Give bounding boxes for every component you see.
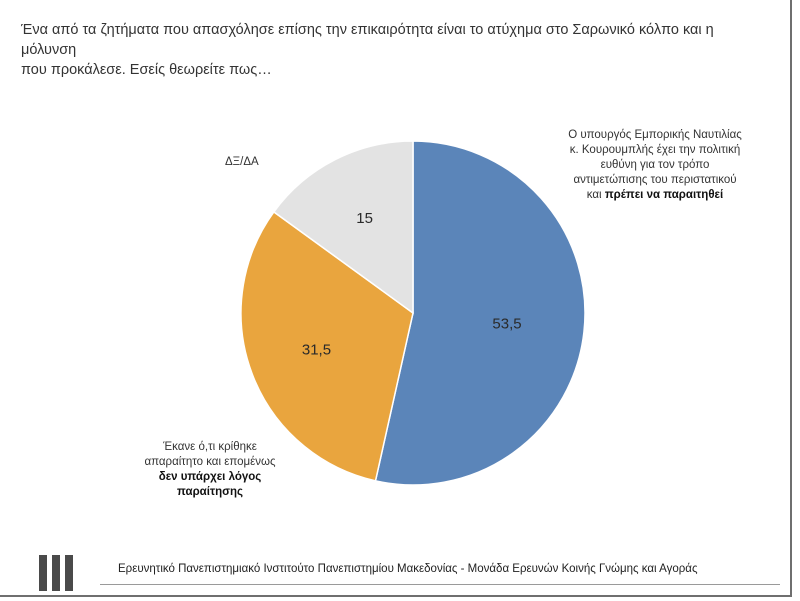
annotation-dk-na: ΔΞ/ΔΑ <box>225 156 259 168</box>
annotation-resign-line-2: κ. Κουρουμπλής έχει την πολιτική <box>569 144 741 156</box>
annotation-no-resign: Έκανε ό,τι κρίθηκε απαραίτητο και επομέν… <box>110 440 310 500</box>
annotation-no-resign-line-1: Έκανε ό,τι κρίθηκε <box>163 441 257 453</box>
pie-label-resign: 53,5 <box>492 315 521 332</box>
annotation-resign-plain: και <box>586 189 605 201</box>
pie-label-no-resign: 31,5 <box>302 341 331 358</box>
annotation-resign-line-4: αντιμετώπισης του περιστατικού <box>573 174 737 186</box>
question-text: Ένα από τα ζητήματα που απασχόλησε επίση… <box>21 20 771 80</box>
annotation-resign-line-3: ευθύνη για τον τρόπο <box>600 159 710 171</box>
pie-label-dk-na: 15 <box>356 210 373 227</box>
annotation-resign-line-1: Ο υπουργός Εμπορικής Ναυτιλίας <box>568 129 742 141</box>
annotation-no-resign-bold-1: δεν υπάρχει λόγος <box>158 471 262 483</box>
pie-slice-dk-na <box>272 140 414 315</box>
annotation-no-resign-line-3: δεν υπάρχει λόγος <box>110 470 310 485</box>
footer-divider <box>100 584 780 585</box>
annotation-resign-line-5: και πρέπει να παραιτηθεί <box>535 188 775 203</box>
annotation-resign: Ο υπουργός Εμπορικής Ναυτιλίας κ. Κουρου… <box>535 128 775 203</box>
annotation-resign-bold: πρέπει να παραιτηθεί <box>604 189 724 201</box>
pie-slice-resign <box>374 140 586 486</box>
question-line-1: Ένα από τα ζητήματα που απασχόλησε επίση… <box>21 22 714 58</box>
footer-text: Ερευνητικό Πανεπιστημιακό Ινστιτούτο Παν… <box>118 563 698 575</box>
annotation-no-resign-line-4: παραίτησης <box>110 485 310 500</box>
institute-logo-bars-icon <box>39 555 75 591</box>
question-line-2: που προκάλεσε. Εσείς θεωρείτε πως… <box>21 62 272 78</box>
annotation-no-resign-line-2: απαραίτητο και επομένως <box>144 456 276 468</box>
annotation-no-resign-bold-2: παραίτησης <box>177 486 243 498</box>
pie-slice-no-resign <box>240 210 414 482</box>
